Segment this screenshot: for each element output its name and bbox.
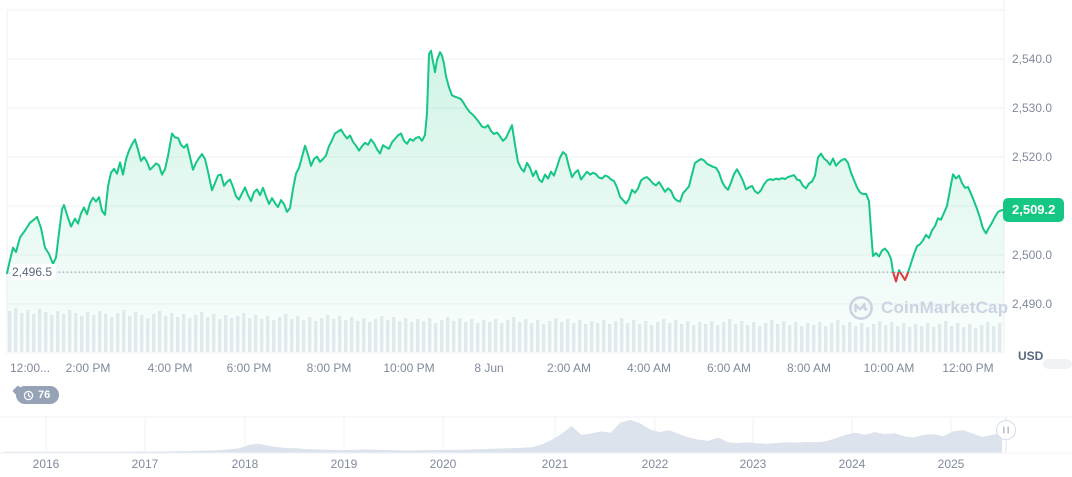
time-axis-label: 6:00 AM xyxy=(706,361,752,375)
year-axis-label: 2018 xyxy=(231,457,259,471)
history-count: 76 xyxy=(38,389,51,401)
time-axis-label: 12:00 PM xyxy=(942,361,994,375)
axis-scrollbar-thumb[interactable] xyxy=(1043,359,1072,369)
year-axis-label: 2016 xyxy=(32,457,60,471)
coinmarketcap-watermark: CoinMarketCap xyxy=(848,295,1008,321)
price-area-fill xyxy=(7,50,1004,352)
history-count-badge[interactable]: 76 xyxy=(16,386,60,404)
time-axis-label: 8 Jun xyxy=(474,361,504,375)
year-axis-label: 2025 xyxy=(937,457,965,471)
current-price-badge: 2,509.2 xyxy=(1003,198,1065,222)
price-line xyxy=(6,49,1005,283)
year-axis-label: 2023 xyxy=(739,457,767,471)
price-axis-label: 2,540.0 xyxy=(1012,52,1053,66)
year-axis-label: 2022 xyxy=(641,457,669,471)
year-axis-label: 2017 xyxy=(131,457,159,471)
drag-handle-grip xyxy=(1007,426,1009,434)
minimap-area xyxy=(4,419,1002,453)
price-chart-canvas[interactable] xyxy=(0,0,1072,360)
time-axis-label: 2:00 AM xyxy=(546,361,592,375)
clock-history-icon xyxy=(23,390,34,400)
watermark-text: CoinMarketCap xyxy=(881,298,1009,317)
time-axis-label: 10:00 AM xyxy=(863,361,915,375)
open-price-label: 2,496.5 xyxy=(10,264,57,280)
date-range-slider[interactable] xyxy=(0,410,1072,477)
time-axis-label: 12:00... xyxy=(10,361,51,375)
price-axis-label: 2,530.0 xyxy=(1012,101,1053,115)
year-axis-label: 2019 xyxy=(330,457,358,471)
price-axis-label: 2,500.0 xyxy=(1012,248,1053,262)
year-axis-label: 2021 xyxy=(541,457,569,471)
slider-unselected-region xyxy=(1006,417,1072,453)
price-axis-label: 2,520.0 xyxy=(1012,150,1053,164)
drag-handle-grip xyxy=(1003,426,1005,434)
time-axis-label: 6:00 PM xyxy=(226,361,272,375)
time-axis-label: 10:00 PM xyxy=(383,361,435,375)
year-axis-label: 2024 xyxy=(838,457,866,471)
time-axis-label: 4:00 PM xyxy=(147,361,193,375)
time-axis-label: 8:00 PM xyxy=(306,361,352,375)
time-axis-label: 8:00 AM xyxy=(786,361,832,375)
drag-handle-icon[interactable] xyxy=(995,419,1017,441)
coinmarketcap-logo-icon xyxy=(849,296,873,320)
time-axis-label: 2:00 PM xyxy=(65,361,111,375)
price-axis-unit: USD xyxy=(1018,349,1044,363)
price-axis-label: 2,490.0 xyxy=(1012,297,1053,311)
time-axis-label: 4:00 AM xyxy=(626,361,672,375)
year-axis-label: 2020 xyxy=(429,457,457,471)
